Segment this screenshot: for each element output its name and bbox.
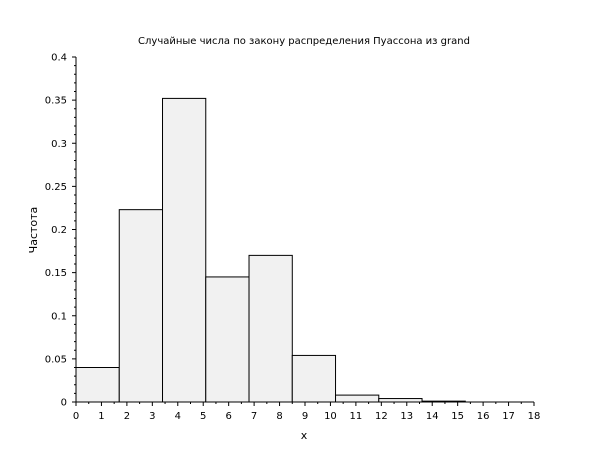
y-tick-label: 0.35 <box>45 96 67 107</box>
x-tick-label: 0 <box>73 411 79 422</box>
histogram-bar-5 <box>291 354 337 403</box>
x-tick-label: 16 <box>477 411 490 422</box>
x-tick-label: 6 <box>225 411 231 422</box>
x-tick-label: 1 <box>98 411 104 422</box>
histogram-bar-1 <box>118 209 164 403</box>
x-axis-label: x <box>301 429 308 442</box>
y-tick-label: 0.05 <box>45 354 67 365</box>
x-tick-label: 8 <box>276 411 282 422</box>
x-tick-label: 12 <box>375 411 388 422</box>
histogram-bar-2 <box>162 97 207 403</box>
x-tick-label: 2 <box>124 411 130 422</box>
y-tick-label: 0.2 <box>51 225 67 236</box>
x-tick-label: 4 <box>175 411 181 422</box>
histogram-bar-3 <box>205 276 250 403</box>
y-tick-label: 0.3 <box>51 139 67 150</box>
y-tick-label: 0.15 <box>45 268 67 279</box>
x-tick-label: 3 <box>149 411 155 422</box>
x-tick-label: 15 <box>451 411 464 422</box>
histogram-bar-0 <box>75 367 120 403</box>
histogram-bar-6 <box>335 394 380 403</box>
y-tick-label: 0.25 <box>45 182 67 193</box>
histogram-bar-4 <box>248 254 293 403</box>
histogram-bar-7 <box>378 398 423 403</box>
y-tick-label: 0.1 <box>51 311 67 322</box>
axes-group: 0 1 2 3 4 5 6 7 8 9 10 11 12 13 14 15 16 17 1800.050.10.15… <box>45 53 541 423</box>
x-tick-label: 17 <box>502 411 515 422</box>
y-tick-label: 0 <box>61 398 67 409</box>
chart-title: Случайные числа по закону распределения … <box>138 36 470 47</box>
x-tick-label: 11 <box>350 411 363 422</box>
x-tick-label: 5 <box>200 411 206 422</box>
x-tick-label: 10 <box>324 411 337 422</box>
y-axis-label: Частота <box>27 207 40 254</box>
x-tick-label: 13 <box>400 411 413 422</box>
x-tick-label: 14 <box>426 411 439 422</box>
x-tick-label: 7 <box>251 411 257 422</box>
x-tick-label: 9 <box>302 411 308 422</box>
x-tick-label: 18 <box>528 411 541 422</box>
bars-group <box>75 97 466 403</box>
y-tick-label: 0.4 <box>51 53 67 64</box>
